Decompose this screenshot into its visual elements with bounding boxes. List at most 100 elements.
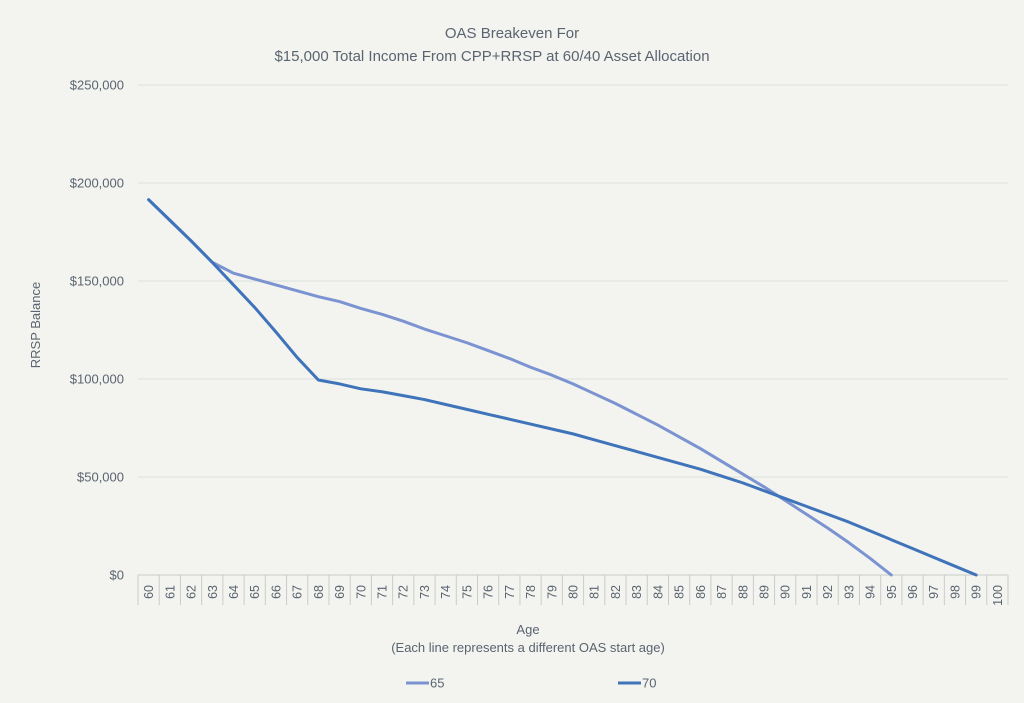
data-point xyxy=(444,403,447,406)
x-tick-label: 91 xyxy=(800,585,814,599)
data-point xyxy=(784,497,787,500)
data-point xyxy=(529,366,532,369)
data-point xyxy=(847,541,850,544)
data-point xyxy=(741,473,744,476)
y-axis-label: RRSP Balance xyxy=(28,282,43,368)
chart-title-line1: OAS Breakeven For xyxy=(445,25,579,42)
data-point xyxy=(635,450,638,453)
data-point xyxy=(317,378,320,381)
data-point xyxy=(699,468,702,471)
x-tick-label: 92 xyxy=(821,585,835,599)
y-tick-label: $100,000 xyxy=(70,372,124,387)
x-tick-label: 74 xyxy=(439,585,453,599)
data-point xyxy=(296,356,299,359)
x-tick-label: 89 xyxy=(757,585,771,599)
y-tick-label: $50,000 xyxy=(77,470,124,485)
data-point xyxy=(826,513,829,516)
x-tick-label: 65 xyxy=(248,585,262,599)
y-tick-label: $150,000 xyxy=(70,274,124,289)
data-point xyxy=(529,423,532,426)
y-tick-label: $250,000 xyxy=(70,78,124,93)
x-tick-label: 79 xyxy=(545,585,559,599)
data-point xyxy=(232,283,235,286)
x-tick-label: 63 xyxy=(206,585,220,599)
x-tick-label: 61 xyxy=(163,585,177,599)
x-tick-label: 75 xyxy=(460,585,474,599)
x-tick-label: 95 xyxy=(885,585,899,599)
data-point xyxy=(593,392,596,395)
x-tick-label: 93 xyxy=(842,585,856,599)
x-tick-label: 66 xyxy=(269,585,283,599)
data-point xyxy=(805,505,808,508)
y-tick-label: $0 xyxy=(110,568,124,583)
x-tick-label: 86 xyxy=(694,585,708,599)
x-tick-label: 62 xyxy=(185,585,199,599)
data-point xyxy=(190,239,193,242)
data-point xyxy=(487,349,490,352)
legend-label-70: 70 xyxy=(642,676,656,691)
data-point xyxy=(869,557,872,560)
data-point xyxy=(847,521,850,524)
x-tick-label: 68 xyxy=(312,585,326,599)
data-point xyxy=(232,272,235,275)
data-point xyxy=(253,306,256,309)
data-point xyxy=(678,435,681,438)
data-point xyxy=(508,357,511,360)
data-point xyxy=(678,462,681,465)
x-tick-label: 98 xyxy=(948,585,962,599)
x-tick-label: 80 xyxy=(567,585,581,599)
data-point xyxy=(253,278,256,281)
x-axis-note: (Each line represents a different OAS st… xyxy=(391,640,665,655)
data-point xyxy=(338,300,341,303)
x-tick-label: 78 xyxy=(524,585,538,599)
x-tick-label: 88 xyxy=(736,585,750,599)
data-point xyxy=(572,382,575,385)
data-point xyxy=(465,341,468,344)
data-point xyxy=(211,261,214,264)
data-point xyxy=(762,489,765,492)
x-tick-label: 82 xyxy=(609,585,623,599)
data-point xyxy=(656,424,659,427)
data-point xyxy=(635,413,638,416)
x-tick-label: 67 xyxy=(291,585,305,599)
data-point xyxy=(593,438,596,441)
data-point xyxy=(741,481,744,484)
data-point xyxy=(720,460,723,463)
x-tick-label: 83 xyxy=(630,585,644,599)
x-tick-label: 69 xyxy=(333,585,347,599)
x-tick-label: 99 xyxy=(970,585,984,599)
x-tick-label: 96 xyxy=(906,585,920,599)
data-point xyxy=(147,198,150,201)
data-point xyxy=(911,547,914,550)
x-tick-label: 64 xyxy=(227,585,241,599)
data-point xyxy=(953,565,956,568)
chart-title-line2: $15,000 Total Income From CPP+RRSP at 60… xyxy=(274,48,709,65)
data-point xyxy=(274,330,277,333)
data-point xyxy=(975,574,978,577)
data-point xyxy=(317,295,320,298)
x-tick-label: 70 xyxy=(354,585,368,599)
data-point xyxy=(465,408,468,411)
data-point xyxy=(890,538,893,541)
data-point xyxy=(932,556,935,559)
data-point xyxy=(444,334,447,337)
data-point xyxy=(487,413,490,416)
data-point xyxy=(826,526,829,529)
data-point xyxy=(296,289,299,292)
data-point xyxy=(614,402,617,405)
data-point xyxy=(614,444,617,447)
data-point xyxy=(508,418,511,421)
x-axis-label: Age xyxy=(516,622,539,637)
data-point xyxy=(423,398,426,401)
x-tick-label: 90 xyxy=(779,585,793,599)
data-point xyxy=(423,328,426,331)
legend-label-65: 65 xyxy=(430,676,444,691)
data-point xyxy=(359,307,362,310)
x-tick-label: 72 xyxy=(397,585,411,599)
data-point xyxy=(869,529,872,532)
data-point xyxy=(381,390,384,393)
data-point xyxy=(381,313,384,316)
data-point xyxy=(168,219,171,222)
x-tick-label: 85 xyxy=(673,585,687,599)
